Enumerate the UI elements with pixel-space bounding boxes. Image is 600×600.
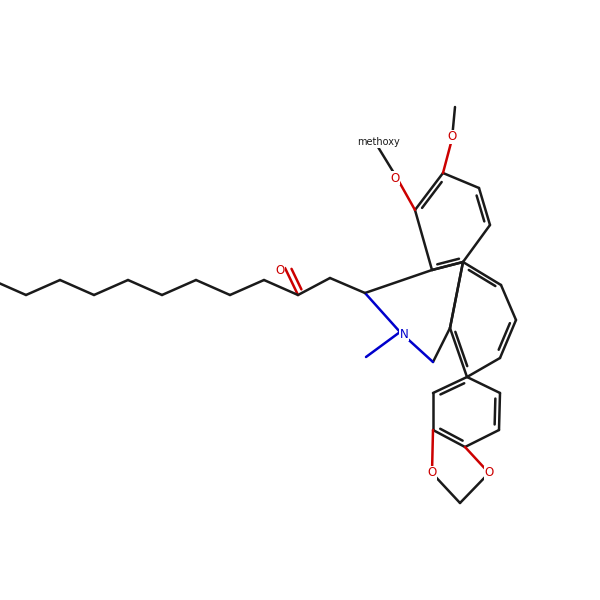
- Text: O: O: [275, 263, 284, 277]
- Text: O: O: [448, 130, 457, 143]
- Text: O: O: [391, 172, 400, 185]
- Text: O: O: [484, 467, 494, 479]
- Text: methoxy: methoxy: [356, 137, 400, 147]
- Text: N: N: [400, 328, 409, 340]
- Text: O: O: [427, 467, 437, 479]
